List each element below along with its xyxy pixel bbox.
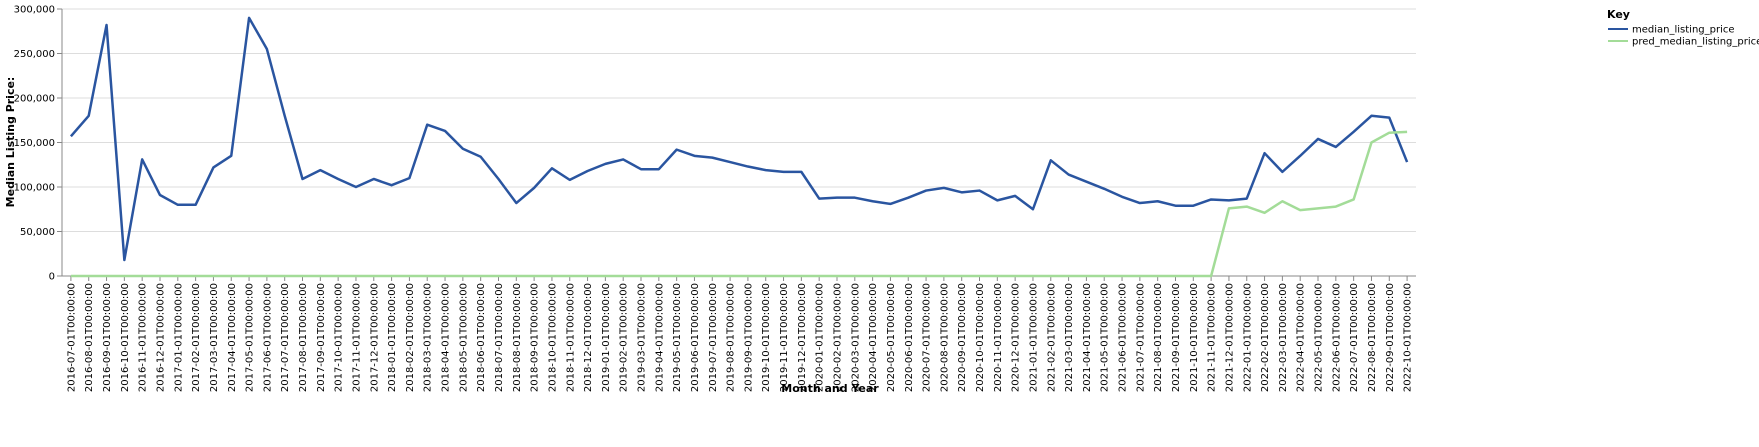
x-tick-label: 2020-01-01T00:00:00	[815, 283, 826, 392]
x-tick-label: 2018-01-01T00:00:00	[387, 283, 398, 392]
x-tick-label: 2017-05-01T00:00:00	[245, 283, 256, 392]
x-axis-title: Month and Year	[781, 382, 879, 395]
x-tick-label: 2020-12-01T00:00:00	[1011, 283, 1022, 392]
x-tick-label: 2017-12-01T00:00:00	[369, 283, 380, 392]
x-tick-label: 2017-04-01T00:00:00	[227, 283, 238, 392]
x-tick-label: 2019-05-01T00:00:00	[672, 283, 683, 392]
legend-label: pred_median_listing_price	[1632, 37, 1759, 48]
y-tick-label: 150,000	[14, 138, 55, 149]
x-tick-label: 2020-10-01T00:00:00	[975, 283, 986, 392]
x-tick-label: 2019-11-01T00:00:00	[779, 283, 790, 392]
x-tick-label: 2018-10-01T00:00:00	[547, 283, 558, 392]
y-tick-label: 250,000	[14, 49, 55, 60]
x-tick-label: 2019-09-01T00:00:00	[743, 283, 754, 392]
x-tick-label: 2021-09-01T00:00:00	[1171, 283, 1182, 392]
x-tick-label: 2018-09-01T00:00:00	[530, 283, 541, 392]
x-tick-label: 2017-07-01T00:00:00	[280, 283, 291, 392]
x-tick-label: 2020-02-01T00:00:00	[832, 283, 843, 392]
x-tick-label: 2020-07-01T00:00:00	[922, 283, 933, 392]
y-tick-label: 100,000	[14, 183, 55, 194]
x-tick-label: 2019-03-01T00:00:00	[637, 283, 648, 392]
y-tick-label: 50,000	[20, 227, 55, 238]
x-tick-label: 2017-08-01T00:00:00	[298, 283, 309, 392]
y-tick-label: 300,000	[14, 5, 55, 16]
x-tick-label: 2018-11-01T00:00:00	[565, 283, 576, 392]
x-tick-label: 2021-03-01T00:00:00	[1064, 283, 1075, 392]
y-tick-label: 0	[49, 272, 55, 283]
x-tick-label: 2017-09-01T00:00:00	[316, 283, 327, 392]
x-tick-label: 2016-11-01T00:00:00	[138, 283, 149, 392]
series-line	[70, 130, 1408, 278]
x-tick-label: 2020-11-01T00:00:00	[993, 283, 1004, 392]
x-tick-label: 2018-02-01T00:00:00	[405, 283, 416, 392]
x-tick-label: 2018-04-01T00:00:00	[441, 283, 452, 392]
x-tick-label: 2021-06-01T00:00:00	[1118, 283, 1129, 392]
x-tick-label: 2021-07-01T00:00:00	[1135, 283, 1146, 392]
x-tick-label: 2021-11-01T00:00:00	[1207, 283, 1218, 392]
x-tick-label: 2022-02-01T00:00:00	[1260, 283, 1271, 392]
legend-title: Key	[1607, 8, 1630, 21]
x-tick-label: 2018-07-01T00:00:00	[494, 283, 505, 392]
x-tick-label: 2019-01-01T00:00:00	[601, 283, 612, 392]
x-tick-label: 2020-09-01T00:00:00	[957, 283, 968, 392]
x-tick-label: 2021-01-01T00:00:00	[1028, 283, 1039, 392]
x-tick-label: 2019-02-01T00:00:00	[619, 283, 630, 392]
x-tick-label: 2022-09-01T00:00:00	[1385, 283, 1396, 392]
series-line	[69, 16, 1409, 262]
x-tick-label: 2018-08-01T00:00:00	[512, 283, 523, 392]
x-tick-label: 2020-08-01T00:00:00	[939, 283, 950, 392]
x-tick-label: 2019-04-01T00:00:00	[654, 283, 665, 392]
x-tick-label: 2019-07-01T00:00:00	[708, 283, 719, 392]
x-tick-label: 2021-05-01T00:00:00	[1100, 283, 1111, 392]
x-tick-label: 2016-10-01T00:00:00	[120, 283, 131, 392]
x-tick-label: 2018-05-01T00:00:00	[458, 283, 469, 392]
x-tick-label: 2020-06-01T00:00:00	[904, 283, 915, 392]
x-tick-label: 2017-01-01T00:00:00	[173, 283, 184, 392]
x-tick-label: 2019-10-01T00:00:00	[761, 283, 772, 392]
x-tick-label: 2019-08-01T00:00:00	[726, 283, 737, 392]
legend-label: median_listing_price	[1632, 25, 1735, 36]
x-tick-label: 2016-07-01T00:00:00	[66, 283, 77, 392]
x-tick-label: 2021-08-01T00:00:00	[1153, 283, 1164, 392]
y-axis-title: Median Listing Price:	[4, 77, 17, 208]
x-tick-label: 2016-09-01T00:00:00	[102, 283, 113, 392]
x-tick-label: 2017-03-01T00:00:00	[209, 283, 220, 392]
x-tick-label: 2022-07-01T00:00:00	[1349, 283, 1360, 392]
x-tick-label: 2019-06-01T00:00:00	[690, 283, 701, 392]
x-tick-label: 2017-10-01T00:00:00	[334, 283, 345, 392]
x-tick-label: 2017-02-01T00:00:00	[191, 283, 202, 392]
x-tick-label: 2018-12-01T00:00:00	[583, 283, 594, 392]
x-tick-label: 2021-04-01T00:00:00	[1082, 283, 1093, 392]
x-tick-label: 2022-10-01T00:00:00	[1403, 283, 1414, 392]
x-tick-label: 2021-02-01T00:00:00	[1046, 283, 1057, 392]
x-tick-label: 2017-06-01T00:00:00	[262, 283, 273, 392]
x-tick-label: 2016-12-01T00:00:00	[155, 283, 166, 392]
x-tick-label: 2022-01-01T00:00:00	[1242, 283, 1253, 392]
x-tick-label: 2018-03-01T00:00:00	[423, 283, 434, 392]
x-tick-label: 2022-03-01T00:00:00	[1278, 283, 1289, 392]
x-tick-label: 2020-04-01T00:00:00	[868, 283, 879, 392]
x-tick-label: 2022-08-01T00:00:00	[1367, 283, 1378, 392]
x-tick-label: 2022-06-01T00:00:00	[1331, 283, 1342, 392]
x-tick-label: 2021-10-01T00:00:00	[1189, 283, 1200, 392]
x-tick-label: 2021-12-01T00:00:00	[1224, 283, 1235, 392]
x-tick-label: 2020-03-01T00:00:00	[850, 283, 861, 392]
y-tick-label: 200,000	[14, 94, 55, 105]
x-tick-label: 2018-06-01T00:00:00	[476, 283, 487, 392]
x-tick-label: 2017-11-01T00:00:00	[351, 283, 362, 392]
x-tick-label: 2016-08-01T00:00:00	[84, 283, 95, 392]
x-tick-label: 2020-05-01T00:00:00	[886, 283, 897, 392]
x-tick-label: 2019-12-01T00:00:00	[797, 283, 808, 392]
x-tick-label: 2022-05-01T00:00:00	[1314, 283, 1325, 392]
x-tick-label: 2022-04-01T00:00:00	[1296, 283, 1307, 392]
